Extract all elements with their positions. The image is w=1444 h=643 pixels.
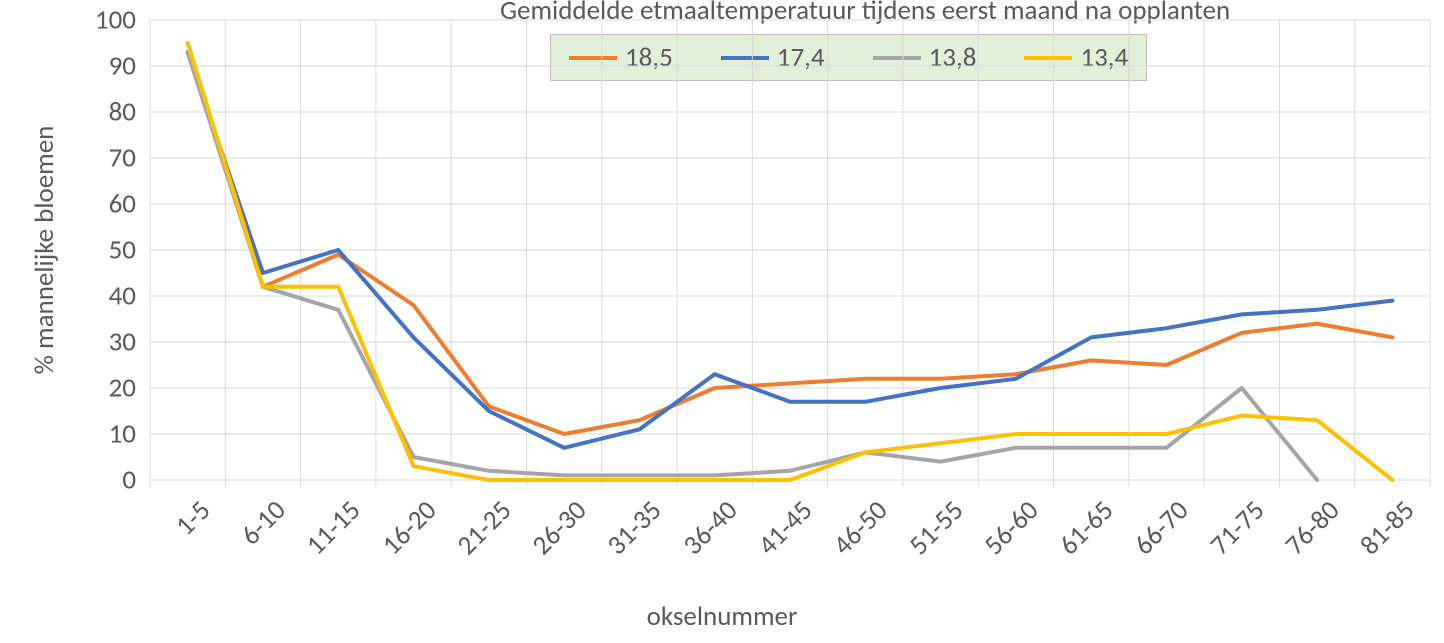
y-tick: 0: [0, 464, 136, 497]
y-tick: 70: [0, 142, 136, 175]
y-tick: 60: [0, 188, 136, 221]
y-tick: 90: [0, 50, 136, 83]
series-line: [188, 52, 1393, 434]
chart-container: Gemiddelde etmaaltemperatuur tijdens eer…: [0, 0, 1444, 643]
y-tick: 30: [0, 326, 136, 359]
y-tick: 20: [0, 372, 136, 405]
y-tick: 10: [0, 418, 136, 451]
y-tick: 80: [0, 96, 136, 129]
y-tick: 100: [0, 4, 136, 37]
y-tick: 50: [0, 234, 136, 267]
y-tick: 40: [0, 280, 136, 313]
